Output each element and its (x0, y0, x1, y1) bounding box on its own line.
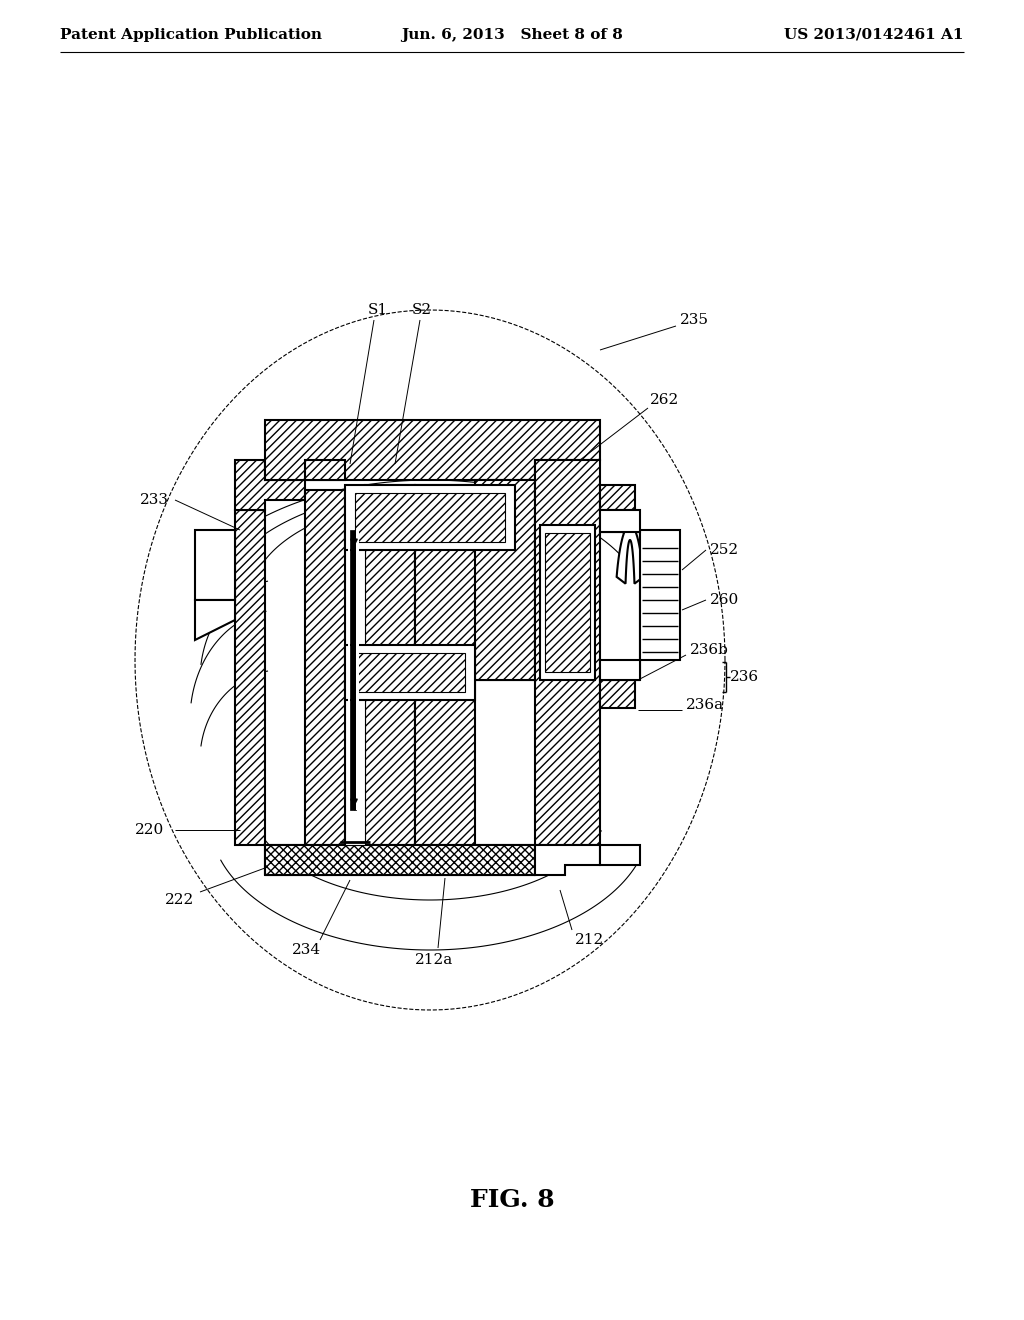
Text: US 2013/0142461 A1: US 2013/0142461 A1 (784, 28, 964, 42)
Text: 220: 220 (135, 822, 164, 837)
Text: 222: 222 (165, 894, 195, 907)
Bar (356, 531, 359, 810)
Text: Jun. 6, 2013   Sheet 8 of 8: Jun. 6, 2013 Sheet 8 of 8 (401, 28, 623, 42)
Text: 212: 212 (575, 933, 604, 946)
Polygon shape (535, 459, 600, 845)
Polygon shape (234, 459, 305, 510)
Bar (640, 531, 680, 660)
Bar (600, 680, 635, 708)
Bar (265, 845, 535, 875)
Text: 262: 262 (650, 393, 679, 407)
Polygon shape (234, 510, 265, 845)
Polygon shape (475, 480, 535, 680)
Text: S1: S1 (368, 304, 388, 317)
Polygon shape (616, 525, 643, 583)
Polygon shape (265, 420, 600, 480)
Bar (600, 484, 635, 510)
Bar (348, 531, 350, 810)
Text: 260: 260 (710, 593, 739, 607)
Polygon shape (195, 601, 234, 640)
Text: 234: 234 (292, 942, 322, 957)
Bar (545, 533, 590, 672)
Bar (600, 660, 640, 680)
Bar (345, 645, 475, 700)
Bar (540, 525, 595, 680)
Text: 236b: 236b (690, 643, 729, 657)
Text: 236: 236 (730, 671, 759, 684)
Polygon shape (365, 484, 415, 845)
Polygon shape (535, 845, 600, 875)
Polygon shape (600, 845, 640, 865)
Text: FIG. 8: FIG. 8 (470, 1188, 554, 1212)
Text: 252: 252 (710, 543, 739, 557)
Polygon shape (305, 490, 345, 845)
Text: S2: S2 (412, 304, 432, 317)
Polygon shape (415, 484, 535, 845)
Polygon shape (305, 459, 345, 480)
Bar (600, 510, 640, 532)
Text: 236a: 236a (686, 698, 724, 711)
Text: 235: 235 (680, 313, 709, 327)
Text: 233: 233 (140, 492, 169, 507)
Polygon shape (195, 531, 234, 601)
Text: 212a: 212a (415, 953, 454, 968)
Bar (355, 653, 465, 692)
Bar (345, 484, 365, 845)
Bar (350, 531, 356, 810)
Bar (345, 484, 515, 550)
Bar (355, 492, 505, 543)
Text: Patent Application Publication: Patent Application Publication (60, 28, 322, 42)
